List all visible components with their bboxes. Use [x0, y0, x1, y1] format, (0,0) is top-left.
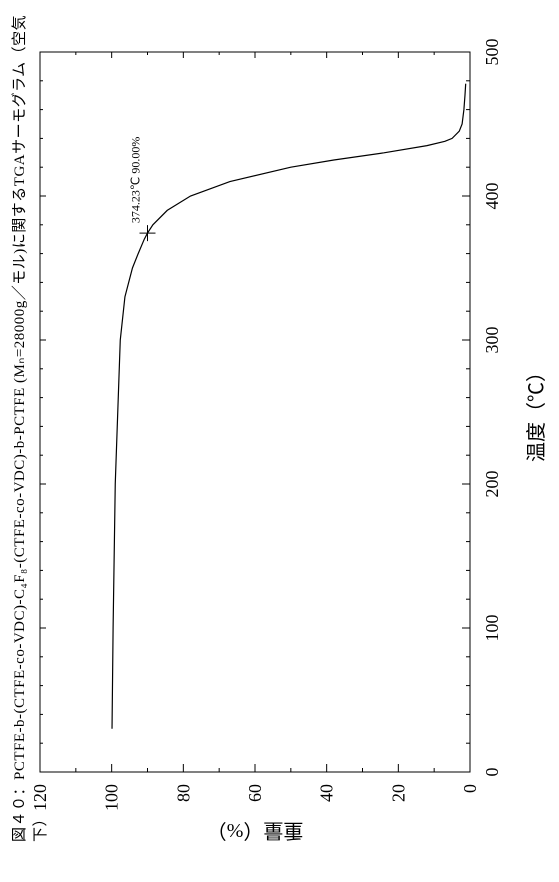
svg-text:40: 40 — [317, 784, 337, 802]
svg-text:200: 200 — [482, 471, 502, 498]
svg-text:374.23℃ 90.00%: 374.23℃ 90.00% — [129, 137, 143, 223]
svg-text:80: 80 — [173, 784, 193, 802]
svg-text:60: 60 — [245, 784, 265, 802]
svg-text:20: 20 — [388, 784, 408, 802]
svg-text:0: 0 — [460, 784, 480, 793]
figure-rotated-container: 図４０：PCTFE-b-(CTFE-co-VDC)-C₄F₈-(CTFE-co-… — [0, 0, 559, 882]
svg-text:0: 0 — [482, 768, 502, 777]
svg-text:120: 120 — [30, 784, 50, 811]
svg-text:300: 300 — [482, 327, 502, 354]
svg-text:400: 400 — [482, 183, 502, 210]
x-axis-label: 温度（℃） — [520, 52, 549, 772]
page: 図４０：PCTFE-b-(CTFE-co-VDC)-C₄F₈-(CTFE-co-… — [0, 0, 559, 882]
y-axis-label: 重量（%） — [40, 818, 470, 847]
svg-text:100: 100 — [102, 784, 122, 811]
chart-svg: 0100200300400500020406080100120374.23℃ 9… — [40, 52, 470, 772]
tga-thermogram-chart: 0100200300400500020406080100120374.23℃ 9… — [40, 52, 470, 772]
svg-text:100: 100 — [482, 615, 502, 642]
svg-text:500: 500 — [482, 39, 502, 66]
